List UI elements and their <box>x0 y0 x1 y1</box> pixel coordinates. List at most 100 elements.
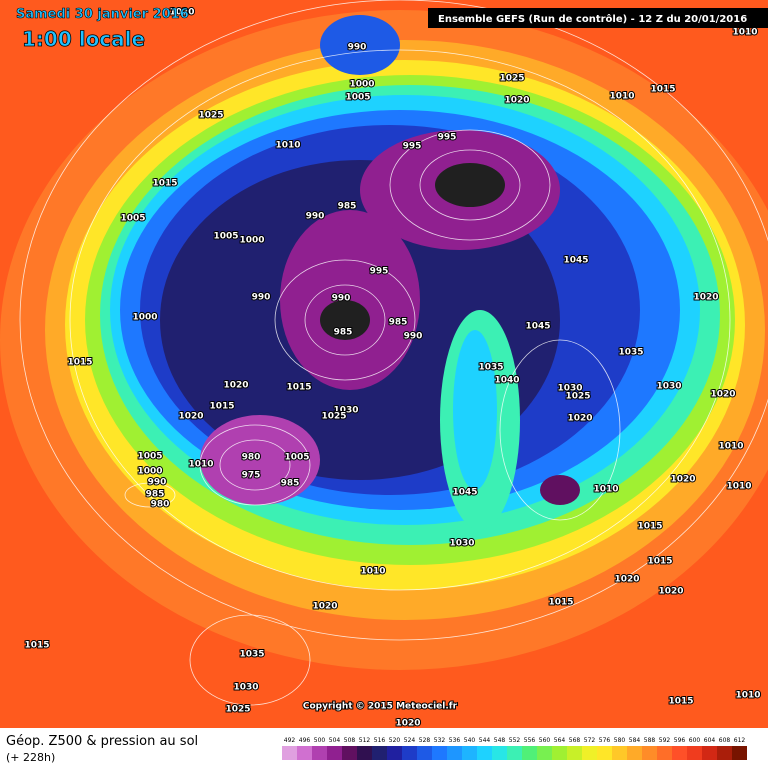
pressure-label: 1015 <box>647 557 672 567</box>
pressure-label: 1015 <box>209 402 234 412</box>
colorbar-label: 520 <box>389 737 401 744</box>
colorbar-swatch <box>492 746 507 760</box>
colorbar-label: 496 <box>299 737 311 744</box>
colorbar-label: 500 <box>314 737 326 744</box>
pressure-label: 1040 <box>494 376 519 386</box>
pressure-label: 1015 <box>650 85 675 95</box>
pressure-label: 980 <box>242 453 261 463</box>
pressure-label: 1010 <box>360 567 385 577</box>
colorbar-swatch <box>567 746 582 760</box>
colorbar-label: 552 <box>509 737 521 744</box>
colorbar-label: 600 <box>689 737 701 744</box>
pressure-label: 1045 <box>452 488 477 498</box>
pressure-label: 1020 <box>710 390 735 400</box>
colorbar-label: 540 <box>464 737 476 744</box>
pressure-label: 1010 <box>593 485 618 495</box>
pressure-label: 1020 <box>693 293 718 303</box>
pressure-label: 1005 <box>137 452 162 462</box>
footer-lead: (+ 228h) <box>6 751 55 764</box>
isobars <box>19 0 768 706</box>
pressure-label: 1015 <box>286 383 311 393</box>
pressure-label: 1005 <box>120 214 145 224</box>
colorbar-swatch <box>612 746 627 760</box>
pressure-label: 990 <box>332 294 351 304</box>
colorbar-swatch <box>327 746 342 760</box>
colorbar-swatch <box>657 746 672 760</box>
pressure-label: 1015 <box>152 179 177 189</box>
pressure-label: 1010 <box>718 442 743 452</box>
colorbar-label: 560 <box>539 737 551 744</box>
colorbar-swatch <box>552 746 567 760</box>
pressure-label: 990 <box>404 332 423 342</box>
pressure-label: 1000 <box>349 80 374 90</box>
colorbar-label: 492 <box>284 737 296 744</box>
pressure-label: 1010 <box>188 460 213 470</box>
colorbar-swatch <box>642 746 657 760</box>
colorbar-label: 524 <box>404 737 416 744</box>
colorbar-swatch <box>702 746 717 760</box>
pressure-label: 1035 <box>618 348 643 358</box>
colorbar-swatch <box>672 746 687 760</box>
pressure-label: 1030 <box>233 683 258 693</box>
pressure-label: 975 <box>242 471 261 481</box>
colorbar-swatch <box>537 746 552 760</box>
pressure-label: 990 <box>148 478 167 488</box>
colorbar-swatch <box>627 746 642 760</box>
colorbar-swatch <box>312 746 327 760</box>
pressure-label: 1020 <box>614 575 639 585</box>
pressure-label: 1010 <box>275 141 300 151</box>
pressure-label: 1010 <box>609 92 634 102</box>
pressure-label: 1015 <box>637 522 662 532</box>
colorbar-swatch <box>687 746 702 760</box>
pressure-label: 1030 <box>656 382 681 392</box>
colorbar-label: 592 <box>659 737 671 744</box>
colorbar-swatch <box>732 746 747 760</box>
pressure-label: 1000 <box>132 313 157 323</box>
colorbar-label: 504 <box>329 737 341 744</box>
colorbar-label: 564 <box>554 737 566 744</box>
pressure-label: 1020 <box>658 587 683 597</box>
colorbar-label: 596 <box>674 737 686 744</box>
colorbar-label: 588 <box>644 737 656 744</box>
pressure-label: 1035 <box>239 650 264 660</box>
colorbar-swatch <box>582 746 597 760</box>
pressure-label: 1020 <box>670 475 695 485</box>
pressure-label: 1045 <box>525 322 550 332</box>
colorbar: 492 496 500 504 508 512 516 520 524 528 532 536 540 5… <box>282 737 747 760</box>
pressure-label: 1025 <box>499 74 524 84</box>
colorbar-swatch <box>372 746 387 760</box>
colorbar-label: 612 <box>734 737 746 744</box>
model: Ensemble GEFS (Run de contrôle) - 12 Z d… <box>438 13 747 25</box>
pressure-label: 1000 <box>239 236 264 246</box>
pressure-label: 990 <box>252 293 271 303</box>
colorbar-swatch <box>432 746 447 760</box>
colorbar-swatch <box>402 746 417 760</box>
colorbar-label: 576 <box>599 737 611 744</box>
pressure-label: 1025 <box>321 412 346 422</box>
colorbar-label: 512 <box>359 737 371 744</box>
colorbar-swatch <box>462 746 477 760</box>
colorbar-label: 556 <box>524 737 536 744</box>
colorbar-swatch <box>417 746 432 760</box>
colorbar-label: 528 <box>419 737 431 744</box>
colorbar-swatch <box>342 746 357 760</box>
pressure-label: 1025 <box>198 111 223 121</box>
pressure-label: 1020 <box>504 96 529 106</box>
pressure-label: 1015 <box>67 358 92 368</box>
colorbar-label: 584 <box>629 737 641 744</box>
colorbar-label: 568 <box>569 737 581 744</box>
pressure-label: 1010 <box>726 482 751 492</box>
pressure-label: 1020 <box>312 602 337 612</box>
pressure-label: 1020 <box>567 414 592 424</box>
pressure-label: 1025 <box>565 392 590 402</box>
pressure-label: 1015 <box>668 697 693 707</box>
time: 1:00 locale <box>22 27 145 51</box>
colorbar-label: 604 <box>704 737 716 744</box>
colorbar-swatch <box>357 746 372 760</box>
pressure-label: 990 <box>348 43 367 53</box>
colorbar-label: 516 <box>374 737 386 744</box>
pressure-label: 985 <box>338 202 357 212</box>
colorbar-label: 532 <box>434 737 446 744</box>
pressure-label: 1030 <box>333 406 358 416</box>
